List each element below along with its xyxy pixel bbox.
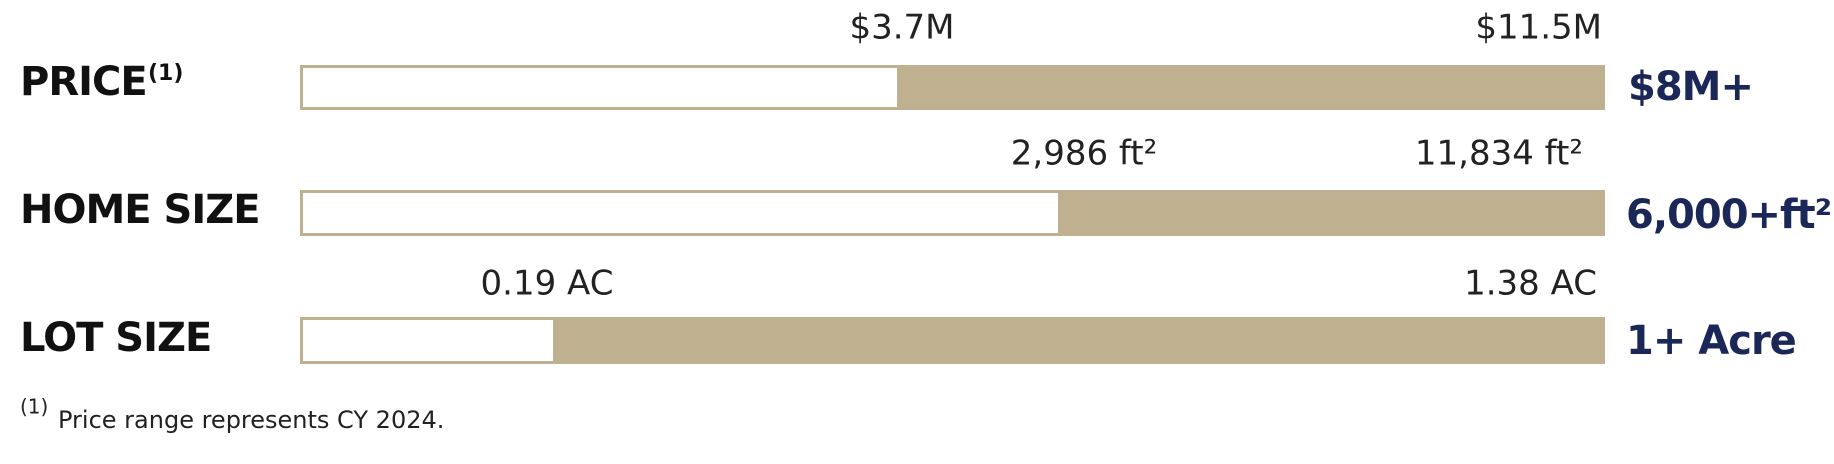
- row-label: HOME SIZE: [20, 187, 260, 233]
- range-bar-low: [303, 68, 897, 107]
- range-bar-low: [303, 193, 1058, 233]
- low-value: $3.7M: [849, 8, 954, 48]
- footnote-marker: (1): [20, 395, 48, 419]
- summary: 1+ Acre: [1626, 318, 1796, 364]
- footnote-marker: (1): [148, 61, 183, 86]
- low-value: 2,986 ft²: [1011, 134, 1157, 174]
- row-label: PRICE: [20, 59, 147, 105]
- summary: 6,000+ft²: [1626, 192, 1831, 238]
- high-value: 11,834 ft²: [1415, 134, 1583, 174]
- range-bar-low: [303, 320, 553, 361]
- summary: $8M+: [1628, 64, 1753, 110]
- high-value: 1.38 AC: [1464, 264, 1597, 304]
- row-label: LOT SIZE: [20, 315, 211, 361]
- low-value: 0.19 AC: [481, 264, 614, 304]
- footnote-text: Price range represents CY 2024.: [58, 406, 444, 434]
- high-value: $11.5M: [1475, 8, 1602, 48]
